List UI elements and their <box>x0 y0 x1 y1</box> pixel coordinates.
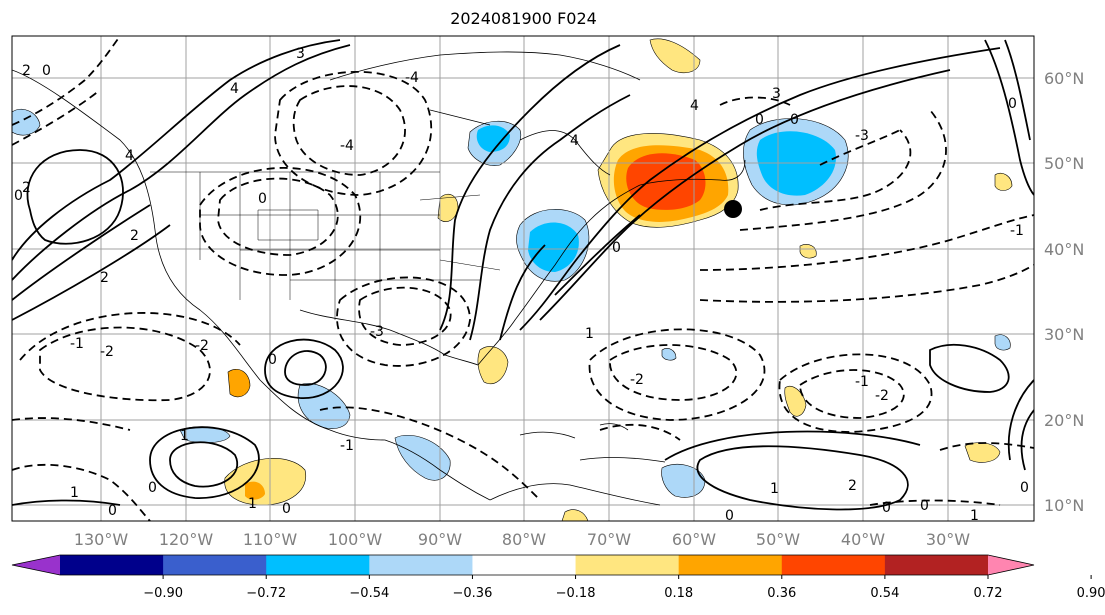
colorbar-tick-label: −0.18 <box>556 586 596 601</box>
state-borders <box>150 171 501 330</box>
contour-label: 0 <box>282 501 291 517</box>
contour-label: 2 <box>22 63 31 79</box>
lon-label: 110°W <box>243 530 298 549</box>
colorbar-segment <box>369 555 473 575</box>
contour-label: 3 <box>296 46 305 62</box>
contour-label: -1 <box>855 374 869 390</box>
lat-label: 40°N <box>1044 240 1084 259</box>
contour-label: 1 <box>770 481 779 497</box>
lon-label: 100°W <box>328 530 383 549</box>
colorbar-segment <box>678 555 783 575</box>
lat-label: 30°N <box>1044 325 1084 344</box>
colorbar-tick-label: −0.72 <box>246 586 286 601</box>
colorbar-segment <box>575 555 680 575</box>
colorbar-segment <box>163 555 267 575</box>
colorbar-outline <box>11 554 1035 576</box>
map-frame <box>11 35 1035 522</box>
contour-labels: 4 3 4 2 2 4 4 3 -3 0 0 -4 -4 0 -1 -2 -2 … <box>14 46 1029 524</box>
contour-label: -2 <box>195 338 209 354</box>
contour-label: 0 <box>258 191 267 207</box>
colorbar-tick-label: 0.90 <box>1077 586 1105 601</box>
lon-label: 90°W <box>418 530 462 549</box>
colorbar-tick-label: −0.36 <box>453 586 493 601</box>
lat-label: 50°N <box>1044 154 1084 173</box>
map-title: 2024081900 F024 <box>450 9 597 28</box>
lon-label: 50°W <box>756 530 800 549</box>
contour-label: 0 <box>920 498 929 514</box>
colorbar-labels: −0.90 −0.72 −0.54 −0.36 −0.18 0.18 0.36 0.54 0.7… <box>143 586 1105 601</box>
contour-label: 0 <box>755 112 764 128</box>
colorbar-segment <box>781 555 886 575</box>
colorbar-tick-label: 0.72 <box>974 586 1003 601</box>
longitude-labels: 130°W 120°W 110°W 100°W 90°W 80°W 70°W 6… <box>74 530 970 549</box>
colorbar-segment <box>472 555 577 575</box>
colorbar-tick-label: −0.54 <box>349 586 389 601</box>
contour-label: 0 <box>612 240 621 256</box>
contour-label: -4 <box>340 138 354 154</box>
latitude-labels: 60°N 50°N 40°N 30°N 20°N 10°N <box>1044 69 1084 515</box>
colorbar-segment <box>266 555 370 575</box>
contour-label: 1 <box>970 508 979 524</box>
contour-label: 0 <box>1008 96 1017 112</box>
contour-label: -4 <box>405 70 419 86</box>
contour-label: -1 <box>340 438 354 454</box>
colorbar-extend-low <box>12 555 60 575</box>
contour-label: 4 <box>690 98 699 114</box>
contour-label: 1 <box>180 428 189 444</box>
colorbar-tick-label: 0.54 <box>870 586 899 601</box>
colorbar-segment <box>60 555 164 575</box>
lon-label: 130°W <box>74 530 129 549</box>
colorbar <box>11 554 1092 579</box>
colorbar-tick-label: 0.18 <box>664 586 693 601</box>
coastlines <box>12 51 746 506</box>
contours-negative <box>12 36 1034 521</box>
contour-label: 1 <box>585 326 594 342</box>
contour-label: 0 <box>108 503 117 519</box>
contour-label: -3 <box>855 128 869 144</box>
contour-label: 0 <box>14 188 23 204</box>
lon-label: 30°W <box>926 530 970 549</box>
lon-label: 40°W <box>841 530 885 549</box>
colorbar-segment <box>884 555 989 575</box>
contour-label: 0 <box>42 63 51 79</box>
contour-label: 2 <box>100 270 109 286</box>
contour-label: 4 <box>230 81 239 97</box>
contour-label: 1 <box>70 485 79 501</box>
contour-label: 2 <box>22 180 31 196</box>
contour-label: 0 <box>268 352 277 368</box>
contour-label: 2 <box>130 228 139 244</box>
contour-label: -1 <box>1010 223 1024 239</box>
colorbar-extend-high <box>988 555 1034 575</box>
contour-label: 0 <box>790 112 799 128</box>
graticule <box>12 36 1034 521</box>
contour-label: -2 <box>100 344 114 360</box>
contour-label: -2 <box>875 388 889 404</box>
lon-label: 120°W <box>159 530 214 549</box>
lon-label: 60°W <box>672 530 716 549</box>
contour-label: 0 <box>148 480 157 496</box>
lat-label: 20°N <box>1044 411 1084 430</box>
lat-label: 60°N <box>1044 69 1084 88</box>
contours-positive <box>12 39 1034 511</box>
lon-label: 80°W <box>502 530 546 549</box>
map-background <box>12 36 1034 521</box>
contour-label: -2 <box>630 372 644 388</box>
contour-label: 2 <box>848 478 857 494</box>
contour-label: 1 <box>248 496 257 512</box>
contour-label: 4 <box>125 148 134 164</box>
contour-label: 0 <box>1020 480 1029 496</box>
contour-label: -1 <box>70 336 84 352</box>
lat-label: 10°N <box>1044 496 1084 515</box>
location-marker <box>724 200 742 218</box>
contour-label: 0 <box>882 500 891 516</box>
colorbar-tick-label: 0.36 <box>767 586 796 601</box>
contour-label: 0 <box>725 508 734 524</box>
contour-label: 4 <box>570 133 579 149</box>
colorbar-tick-label: −0.90 <box>143 586 183 601</box>
contour-label: -3 <box>370 324 384 340</box>
contour-label: 3 <box>772 86 781 102</box>
lon-label: 70°W <box>587 530 631 549</box>
shaded-anomalies <box>12 38 1013 521</box>
